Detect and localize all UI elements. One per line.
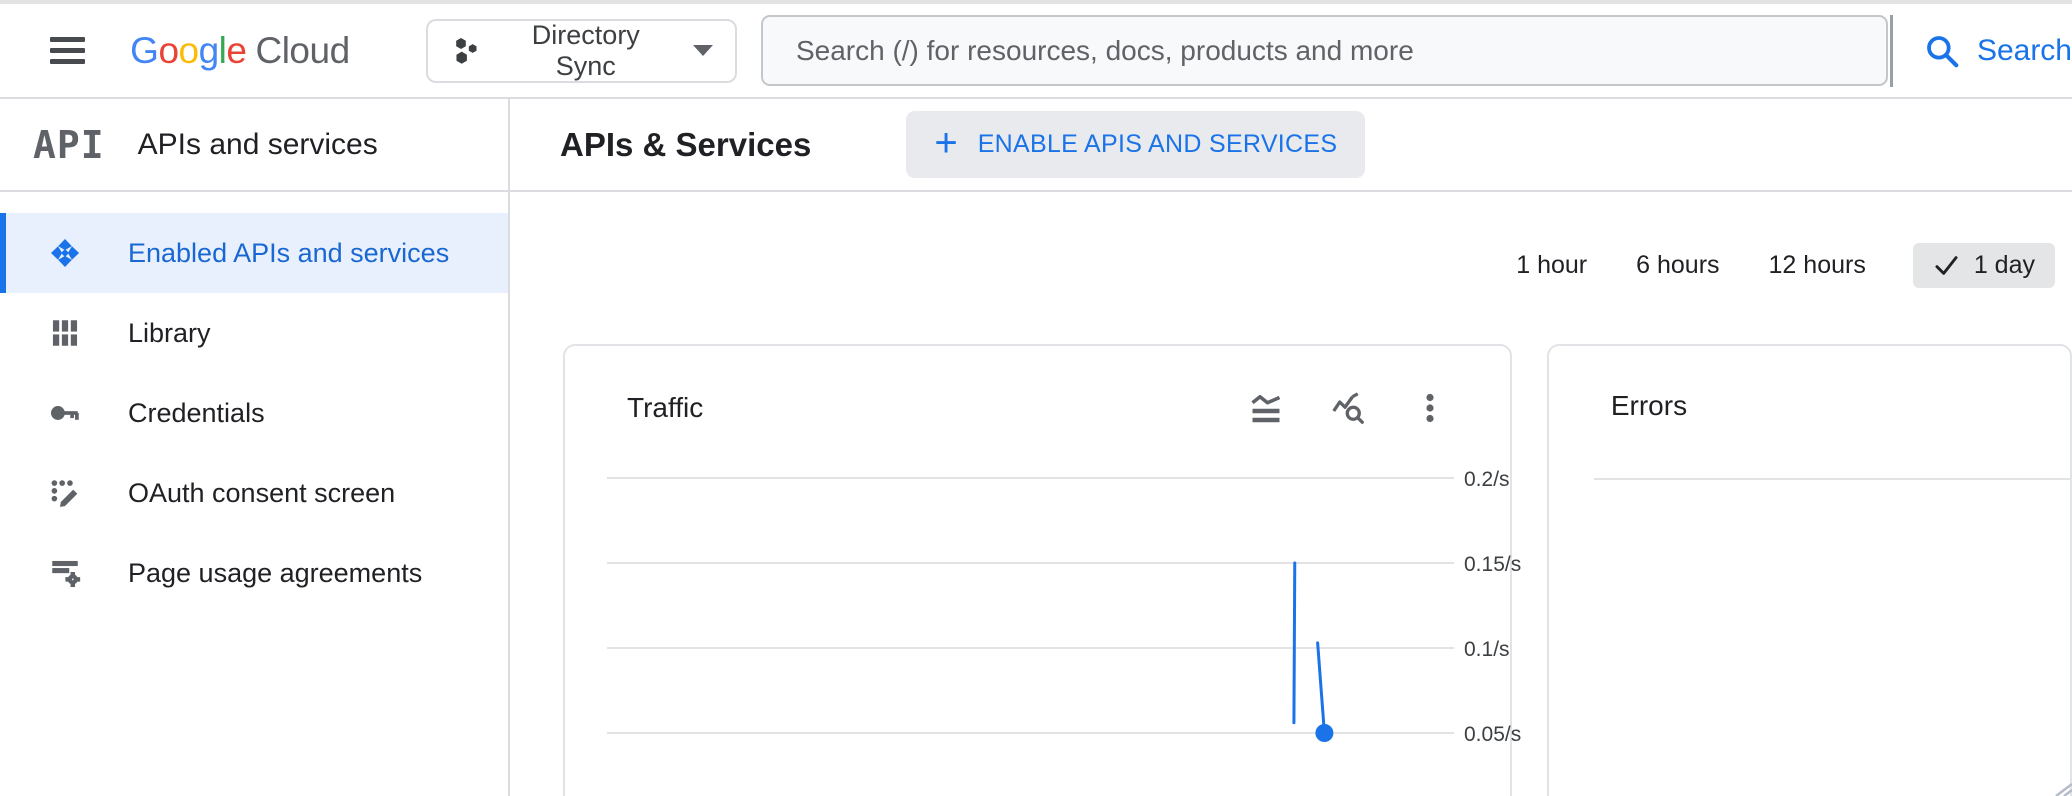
search-input[interactable]: Search (/) for resources, docs, products… bbox=[760, 15, 1888, 86]
search-placeholder: Search (/) for resources, docs, products… bbox=[795, 34, 1414, 66]
search-icon bbox=[1927, 35, 1959, 67]
sidebar-item-label: Credentials bbox=[128, 397, 265, 428]
project-hexagons-icon bbox=[455, 37, 477, 64]
resize-gripper-icon[interactable] bbox=[2050, 780, 2072, 796]
logo-letter: l bbox=[218, 29, 227, 71]
logo-letter: e bbox=[226, 29, 247, 71]
page-header: APIs & Services + ENABLE APIS AND SERVIC… bbox=[510, 99, 2072, 192]
window-top-edge bbox=[0, 0, 2072, 4]
library-icon bbox=[48, 316, 82, 350]
sidebar-header: API APIs and services bbox=[0, 99, 508, 192]
svg-text:0.1/s: 0.1/s bbox=[1464, 638, 1510, 661]
sidebar-item-enabled-apis[interactable]: Enabled APIs and services bbox=[0, 213, 508, 293]
chart-type-icon[interactable] bbox=[1248, 390, 1284, 426]
time-range-label: 1 hour bbox=[1516, 251, 1588, 279]
project-selector-button[interactable]: Directory Sync bbox=[425, 18, 737, 83]
sidebar-item-library[interactable]: Library bbox=[0, 293, 508, 373]
api-logo-icon: API bbox=[33, 122, 105, 167]
sidebar: API APIs and services Enabled APIs and s… bbox=[0, 99, 510, 796]
time-range-label: 6 hours bbox=[1636, 251, 1720, 279]
sidebar-item-credentials[interactable]: Credentials bbox=[0, 373, 508, 453]
page-usage-icon bbox=[48, 556, 82, 590]
logo-letter: o bbox=[178, 29, 200, 71]
key-icon bbox=[48, 396, 82, 430]
time-range-6-hours[interactable]: 6 hours bbox=[1634, 243, 1721, 288]
svg-text:0.05/s: 0.05/s bbox=[1464, 723, 1521, 746]
traffic-card-title: Traffic bbox=[627, 392, 704, 423]
sidebar-item-label: Enabled APIs and services bbox=[128, 237, 450, 268]
page-title: APIs & Services bbox=[560, 125, 812, 163]
logo-cloud-word: Cloud bbox=[255, 29, 350, 71]
traffic-card: Traffic bbox=[563, 344, 1521, 796]
check-icon bbox=[1935, 256, 1958, 275]
enable-apis-button[interactable]: + ENABLE APIS AND SERVICES bbox=[906, 111, 1366, 178]
chevron-down-icon bbox=[692, 45, 713, 56]
plus-icon: + bbox=[934, 120, 958, 165]
logo-letter: g bbox=[198, 29, 220, 71]
time-range-label: 1 day bbox=[1973, 251, 2035, 279]
sidebar-item-page-usage[interactable]: Page usage agreements bbox=[0, 533, 508, 613]
logo-letter: G bbox=[130, 29, 159, 71]
topbar: G o o g l e Cloud Directory Sync Search … bbox=[0, 4, 2072, 99]
sidebar-item-label: OAuth consent screen bbox=[128, 477, 396, 508]
time-range-1-day[interactable]: 1 day bbox=[1912, 243, 2055, 288]
search-button[interactable]: Search bbox=[1893, 32, 2072, 70]
errors-chart-gridline bbox=[1593, 478, 2070, 480]
main-panel: APIs & Services + ENABLE APIS AND SERVIC… bbox=[510, 99, 2072, 796]
enabled-apis-icon bbox=[48, 236, 82, 270]
time-range-1-hour[interactable]: 1 hour bbox=[1514, 243, 1589, 288]
topbar-divider bbox=[1890, 14, 1893, 87]
search-button-label: Search bbox=[1976, 33, 2072, 67]
metrics-explorer-icon[interactable] bbox=[1330, 390, 1366, 426]
traffic-chart[interactable]: 0.2/s 0.15/s 0.1/s 0.05/s bbox=[565, 346, 1577, 796]
errors-card-title: Errors bbox=[1610, 390, 1688, 421]
sidebar-item-label: Library bbox=[128, 317, 211, 348]
google-cloud-logo: G o o g l e Cloud bbox=[130, 30, 350, 72]
more-options-icon[interactable] bbox=[1412, 390, 1448, 426]
enable-apis-button-label: ENABLE APIS AND SERVICES bbox=[977, 130, 1338, 158]
svg-text:0.2/s: 0.2/s bbox=[1464, 468, 1510, 491]
time-range-selector: 1 hour 6 hours 12 hours 1 day bbox=[510, 243, 2072, 288]
sidebar-title: APIs and services bbox=[137, 127, 378, 161]
time-range-label: 12 hours bbox=[1768, 251, 1866, 279]
oauth-consent-icon bbox=[48, 476, 82, 510]
sidebar-item-label: Page usage agreements bbox=[128, 557, 423, 588]
sidebar-item-oauth-consent[interactable]: OAuth consent screen bbox=[0, 453, 508, 533]
errors-card: Errors bbox=[1546, 344, 2072, 796]
time-range-12-hours[interactable]: 12 hours bbox=[1767, 243, 1868, 288]
menu-hamburger-icon[interactable] bbox=[50, 37, 86, 64]
project-name: Directory Sync bbox=[531, 19, 640, 81]
sidebar-nav: Enabled APIs and services Library bbox=[0, 192, 508, 613]
logo-letter: o bbox=[158, 29, 179, 71]
svg-text:0.15/s: 0.15/s bbox=[1464, 553, 1521, 576]
